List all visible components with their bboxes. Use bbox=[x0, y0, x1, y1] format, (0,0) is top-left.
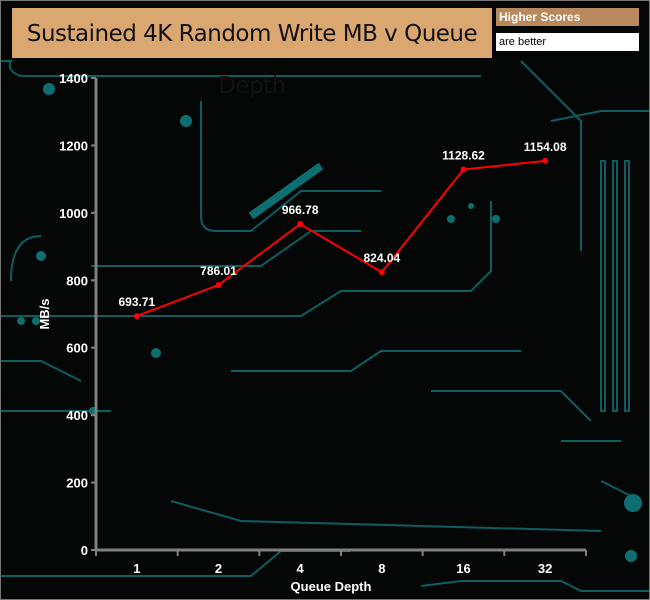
y-tick-label: 1400 bbox=[59, 71, 88, 86]
y-axis-label: MB/s bbox=[37, 298, 52, 329]
data-label: 786.01 bbox=[200, 264, 237, 278]
y-tick-label: 400 bbox=[66, 408, 88, 423]
y-tick-label: 1200 bbox=[59, 138, 88, 153]
x-tick-label: 16 bbox=[456, 561, 470, 576]
y-tick-label: 0 bbox=[81, 543, 88, 558]
data-point bbox=[460, 166, 467, 173]
data-label: 1154.08 bbox=[524, 140, 567, 154]
series-line bbox=[136, 159, 546, 318]
data-point bbox=[378, 269, 385, 276]
data-label: 693.71 bbox=[118, 295, 155, 309]
data-label: 1128.62 bbox=[442, 148, 485, 162]
data-point bbox=[133, 313, 140, 320]
y-tick-label: 800 bbox=[66, 273, 88, 288]
x-tick-label: 4 bbox=[297, 561, 305, 576]
x-tick-label: 8 bbox=[378, 561, 385, 576]
data-point bbox=[215, 282, 222, 289]
x-tick-label: 1 bbox=[133, 561, 140, 576]
y-tick-label: 600 bbox=[66, 341, 88, 356]
y-tick-label: 200 bbox=[66, 476, 88, 491]
x-tick-label: 32 bbox=[538, 561, 552, 576]
note-higher-scores: Higher Scores bbox=[496, 8, 639, 26]
data-label: 824.04 bbox=[363, 251, 400, 265]
chart-title: Sustained 4K Random Write MB v Queue Dep… bbox=[12, 8, 492, 99]
y-tick-label: 1000 bbox=[59, 206, 88, 221]
note-are-better: are better bbox=[496, 33, 639, 51]
data-point bbox=[297, 221, 304, 228]
x-tick-label: 2 bbox=[215, 561, 222, 576]
x-axis-label: Queue Depth bbox=[291, 579, 372, 594]
data-label: 966.78 bbox=[282, 203, 319, 217]
data-point bbox=[542, 157, 549, 164]
